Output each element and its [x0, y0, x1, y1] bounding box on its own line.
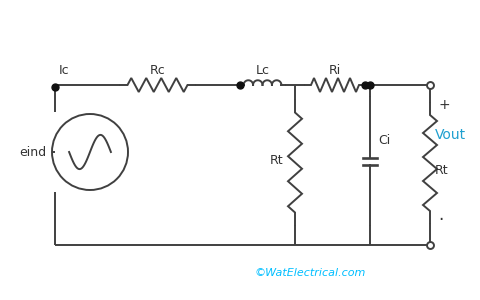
- Text: Ri: Ri: [329, 64, 341, 77]
- Text: Ic: Ic: [59, 64, 70, 77]
- Text: Vout: Vout: [435, 128, 466, 142]
- Text: Ci: Ci: [378, 134, 390, 146]
- Text: .: .: [438, 206, 443, 224]
- Text: eind: eind: [19, 146, 46, 158]
- Text: ©WatElectrical.com: ©WatElectrical.com: [254, 268, 366, 278]
- Text: +: +: [438, 98, 450, 112]
- Text: Rt: Rt: [435, 164, 449, 176]
- Text: Rc: Rc: [150, 64, 166, 77]
- Text: Rt: Rt: [269, 154, 283, 166]
- Text: Lc: Lc: [255, 64, 269, 77]
